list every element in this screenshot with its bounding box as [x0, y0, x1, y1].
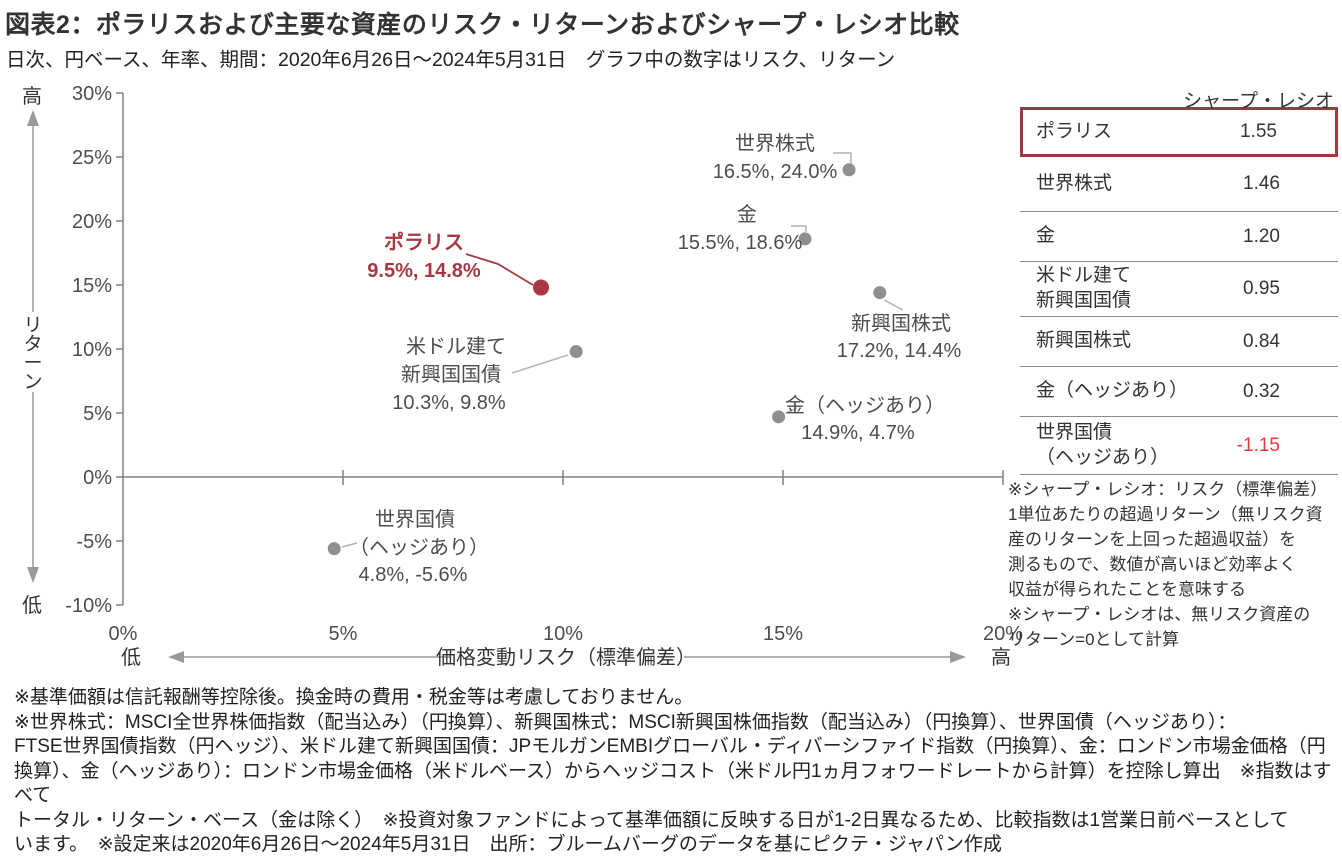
point-value-label: 17.2%, 14.4%	[837, 340, 962, 362]
y-tick-label: 30%	[72, 83, 112, 105]
sharpe-ratio-table: シャープ・レシオ ポラリス 1.55 世界株式 1.46 金 1.20 米ドル建て 新興国国…	[1020, 86, 1338, 475]
y-tick-label: 20%	[72, 211, 112, 233]
sharpe-row-value: 1.55	[1240, 121, 1277, 142]
y-tick-label: -10%	[65, 595, 112, 617]
sharpe-ratio-header: シャープ・レシオ	[1183, 91, 1334, 112]
sharpe-row-value: 0.84	[1243, 330, 1280, 352]
x-tick-label: 15%	[763, 623, 803, 645]
point-value-label: 4.8%, -5.6%	[359, 564, 468, 586]
x-axis-low-label: 低	[121, 646, 141, 669]
bottom-footnote: ※基準価額は信託報酬等控除後。換金時の費用・税金等は考慮しておりません。 ※世界…	[14, 687, 1332, 855]
sharpe-row-asset-name: 世界国債 （ヘッジあり）	[1036, 421, 1170, 468]
x-axis-arrow-left-icon	[168, 651, 184, 663]
point-value-label: 14.9%, 4.7%	[801, 422, 915, 444]
point-leader-line	[833, 152, 852, 164]
y-tick-label: 10%	[72, 339, 112, 361]
point-name-label: 新興国国債	[401, 363, 501, 386]
y-axis-title-char: リ	[23, 315, 42, 336]
point-leader-line	[785, 407, 798, 414]
point-leader-line	[883, 299, 904, 311]
point-leader-line	[791, 225, 807, 232]
y-axis-title-char: タ	[23, 333, 42, 355]
x-axis-arrow-right-icon	[950, 651, 966, 663]
sharpe-row-asset-name: 金	[1036, 225, 1056, 247]
point-value-label: 16.5%, 24.0%	[713, 161, 838, 183]
sharpe-row-value: 0.32	[1243, 380, 1280, 402]
x-tick-label: 0%	[109, 623, 138, 645]
x-tick-label: 5%	[329, 623, 358, 645]
sharpe-row: ポラリス 1.55	[1020, 107, 1338, 157]
sharpe-row: 世界国債 （ヘッジあり） -1.15	[1020, 417, 1338, 475]
point-name-label: 米ドル建て	[406, 335, 506, 358]
point-leader-line	[341, 542, 358, 548]
data-point-dot	[533, 279, 549, 296]
sharpe-row-asset-name: 世界株式	[1036, 172, 1113, 194]
sharpe-row-asset-name: 米ドル建て 新興国国債	[1036, 265, 1132, 311]
point-name-label: 世界国債	[375, 508, 455, 531]
data-point-dot	[873, 286, 887, 300]
y-tick-label: -5%	[76, 531, 112, 553]
sharpe-row: 新興国株式 0.84	[1020, 317, 1338, 367]
sharpe-row: 金（ヘッジあり） 0.32	[1020, 367, 1338, 417]
y-axis-title-char: ン	[23, 372, 42, 393]
point-name-label: 金	[737, 203, 757, 226]
sharpe-row-asset-name: 新興国株式	[1036, 330, 1132, 352]
sharpe-row-asset-name: 金（ヘッジあり）	[1036, 380, 1189, 402]
sharpe-row: 世界株式 1.46	[1020, 157, 1338, 212]
point-name-label: 新興国株式	[851, 312, 951, 335]
sharpe-ratio-footnote: ※シャープ・レシオ：リスク（標準偏差） 1単位あたりの超過リターン（無リスク資 …	[1008, 480, 1328, 649]
point-leader-line	[465, 253, 534, 286]
point-value-label: 10.3%, 9.8%	[392, 392, 506, 414]
y-axis-low-label: 低	[22, 594, 42, 617]
point-name-label: 世界株式	[735, 132, 815, 155]
sharpe-row-asset-name: ポラリス	[1036, 120, 1113, 142]
point-value-label: 15.5%, 18.6%	[678, 232, 803, 254]
point-name-label: 金（ヘッジあり）	[785, 394, 945, 417]
sharpe-row: 金 1.20	[1020, 212, 1338, 262]
x-axis-title-bg	[450, 643, 684, 671]
y-axis-high-label: 高	[22, 85, 42, 108]
sharpe-row-value: 1.20	[1243, 225, 1280, 247]
x-axis-high-label: 高	[991, 646, 1011, 669]
point-leader-line	[511, 354, 569, 374]
y-axis-arrow-up-icon	[27, 110, 39, 126]
data-point-dot	[327, 542, 341, 556]
data-point-dot	[798, 232, 812, 246]
y-axis-title-char: ー	[23, 353, 42, 374]
y-tick-label: 5%	[83, 403, 112, 425]
y-tick-label: 25%	[72, 147, 112, 169]
sharpe-ratio-rows: ポラリス 1.55 世界株式 1.46 金 1.20 米ドル建て 新興国国債 0.95 新興国株…	[1020, 107, 1338, 475]
chart-subtitle: 日次、円ベース、年率、期間：2020年6月26日～2024年5月31日 グラフ中…	[6, 49, 896, 71]
data-point-dot	[842, 163, 856, 177]
sharpe-row-value: 1.46	[1243, 173, 1280, 194]
y-tick-label: 0%	[83, 467, 112, 489]
sharpe-row-value: 0.95	[1243, 278, 1280, 299]
page-title: 図表2：ポラリスおよび主要な資産のリスク・リターンおよびシャープ・レシオ比較	[5, 11, 960, 39]
sharpe-row-value: -1.15	[1236, 434, 1280, 456]
y-tick-label: 15%	[72, 275, 112, 297]
y-axis-arrow-down-icon	[27, 567, 39, 583]
data-point-dot	[772, 410, 786, 424]
x-axis-title: 価格変動リスク（標準偏差）	[436, 646, 696, 669]
point-name-label: （ヘッジあり）	[349, 536, 489, 559]
point-value-label: 9.5%, 14.8%	[367, 260, 481, 282]
point-name-label: ポラリス	[384, 230, 464, 254]
data-point-dot	[569, 345, 583, 359]
x-tick-label: 20%	[983, 623, 1023, 645]
sharpe-row: 米ドル建て 新興国国債 0.95	[1020, 262, 1338, 317]
x-tick-label: 10%	[543, 623, 583, 645]
